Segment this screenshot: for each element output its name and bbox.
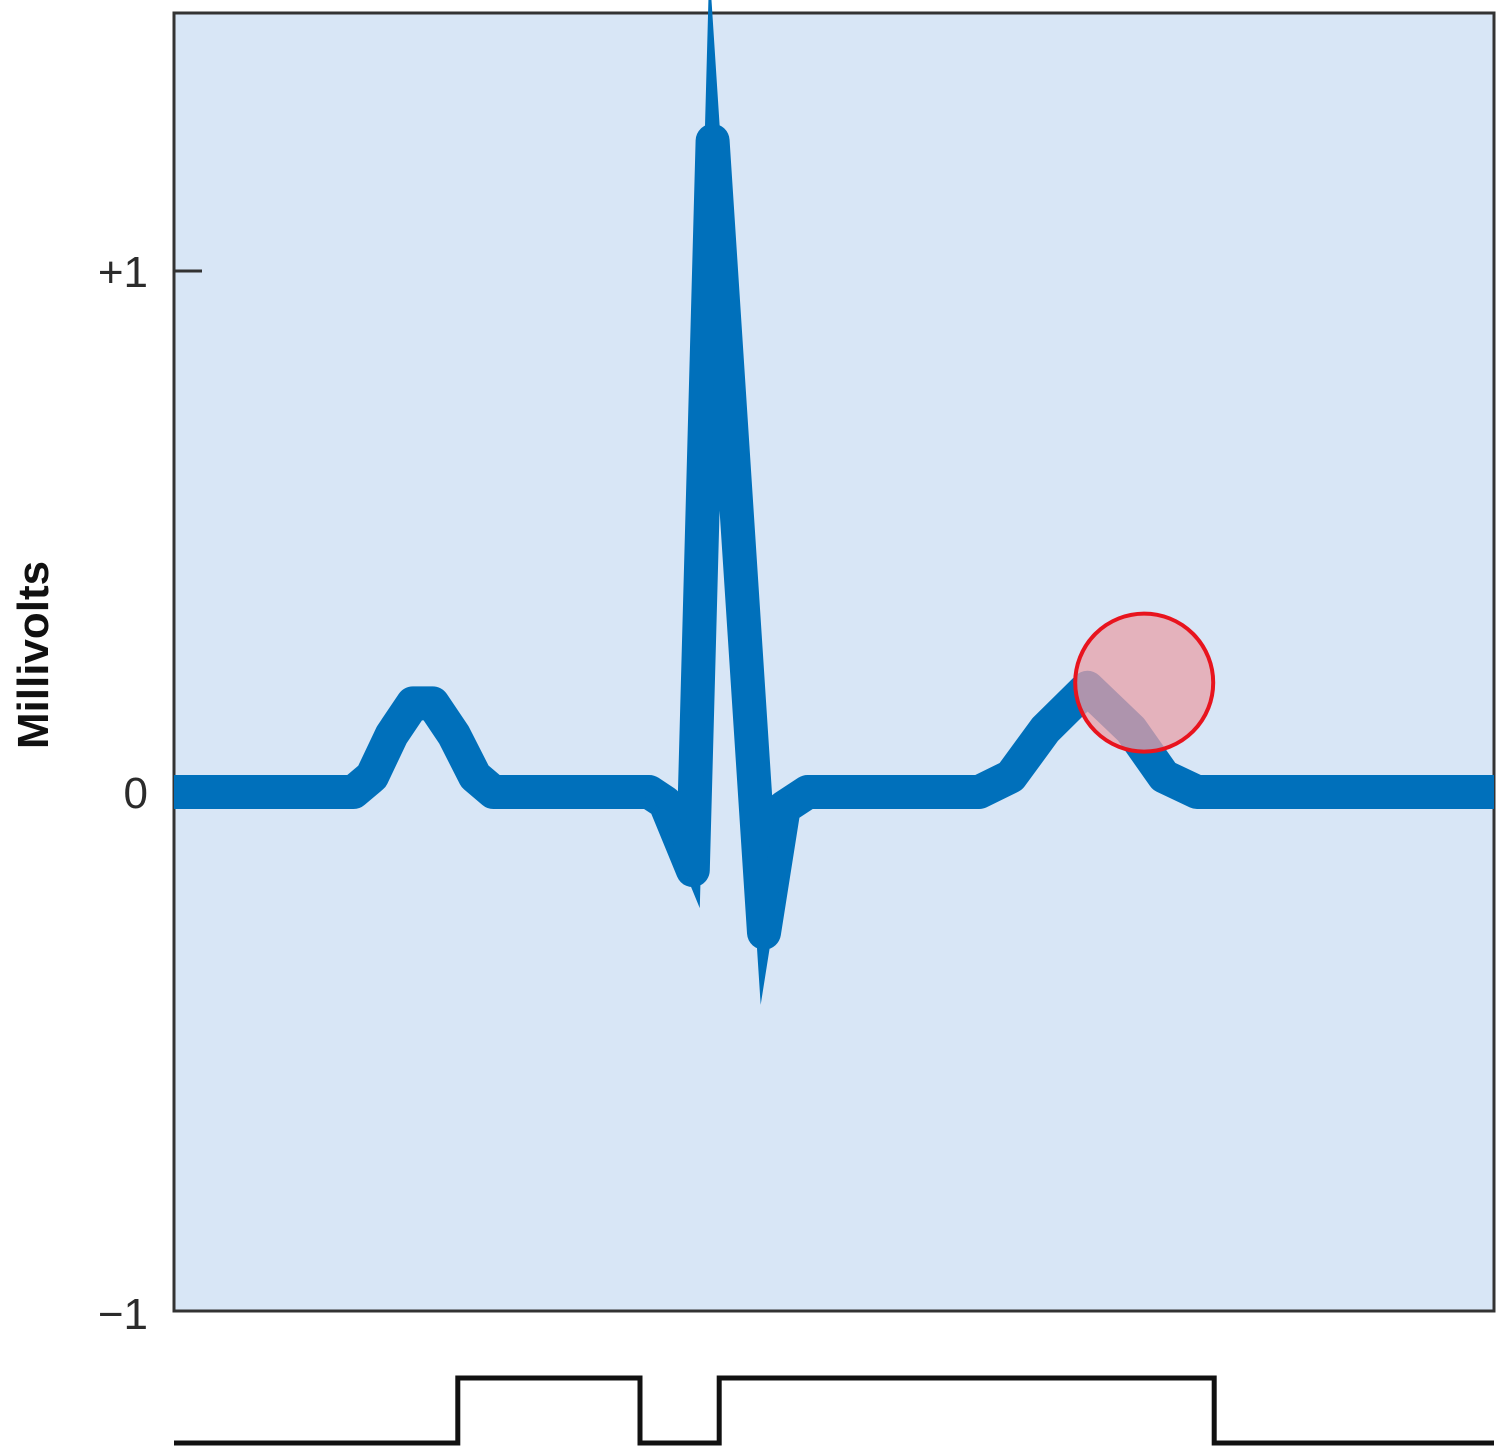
y-tick-label: +1 [98, 248, 148, 297]
y-axis-title: Millivolts [9, 561, 58, 749]
y-axis-ticks: +1 0 −1 [98, 248, 202, 1339]
y-tick-label: −1 [98, 1290, 148, 1339]
y-tick-label: 0 [124, 769, 148, 818]
plot-area [172, 11, 1496, 1313]
phase-track-line [174, 1375, 1494, 1446]
highlight-circle [1073, 611, 1216, 754]
qrs-complex-line [644, 0, 812, 1005]
